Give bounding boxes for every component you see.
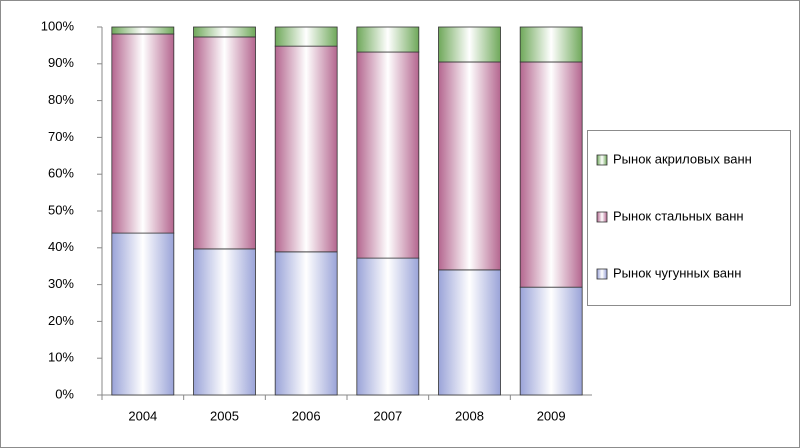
- bar-segment: [519, 26, 583, 63]
- legend-label: Рынок акриловых ванн: [613, 151, 752, 166]
- x-tick-label: 2008: [455, 408, 484, 423]
- bar-segment: [193, 248, 256, 396]
- x-tick-label: 2004: [128, 408, 157, 423]
- y-tick-label: 20%: [48, 313, 74, 328]
- y-tick-label: 50%: [48, 202, 74, 217]
- bar-segment: [519, 286, 583, 396]
- legend-swatch: [596, 268, 608, 280]
- legend-swatch: [596, 154, 608, 166]
- y-tick-label: 10%: [48, 350, 74, 365]
- bar-segment: [193, 26, 256, 38]
- x-tick-label: 2006: [292, 408, 321, 423]
- y-tick-label: 100%: [41, 18, 75, 33]
- bar-segment: [438, 26, 501, 63]
- bar-segment: [356, 51, 420, 259]
- bar-segment: [438, 61, 501, 271]
- y-tick-label: 30%: [48, 276, 74, 291]
- y-tick-label: 60%: [48, 166, 74, 181]
- y-tick-label: 80%: [48, 92, 74, 107]
- bar-segment: [274, 45, 338, 253]
- bar-segment: [438, 269, 501, 396]
- bar-segment: [519, 61, 583, 288]
- bar-segment: [111, 26, 175, 35]
- bar-segment: [111, 33, 175, 234]
- bar-segment: [274, 251, 338, 396]
- y-tick-label: 0%: [55, 386, 74, 401]
- x-tick-label: 2009: [537, 408, 566, 423]
- y-tick-label: 40%: [48, 239, 74, 254]
- bar-segment: [111, 232, 175, 396]
- bar-segment: [193, 36, 256, 250]
- legend-box: [587, 130, 791, 306]
- legend-swatch: [596, 211, 608, 223]
- y-tick-label: 90%: [48, 55, 74, 70]
- x-tick-label: 2007: [373, 408, 402, 423]
- bar-segment: [356, 257, 420, 396]
- bar-segment: [274, 26, 338, 47]
- legend-label: Рынок стальных ванн: [613, 208, 744, 223]
- x-tick-label: 2005: [210, 408, 239, 423]
- legend-label: Рынок чугунных ванн: [613, 265, 741, 280]
- y-tick-label: 70%: [48, 129, 74, 144]
- bar-segment: [356, 26, 420, 53]
